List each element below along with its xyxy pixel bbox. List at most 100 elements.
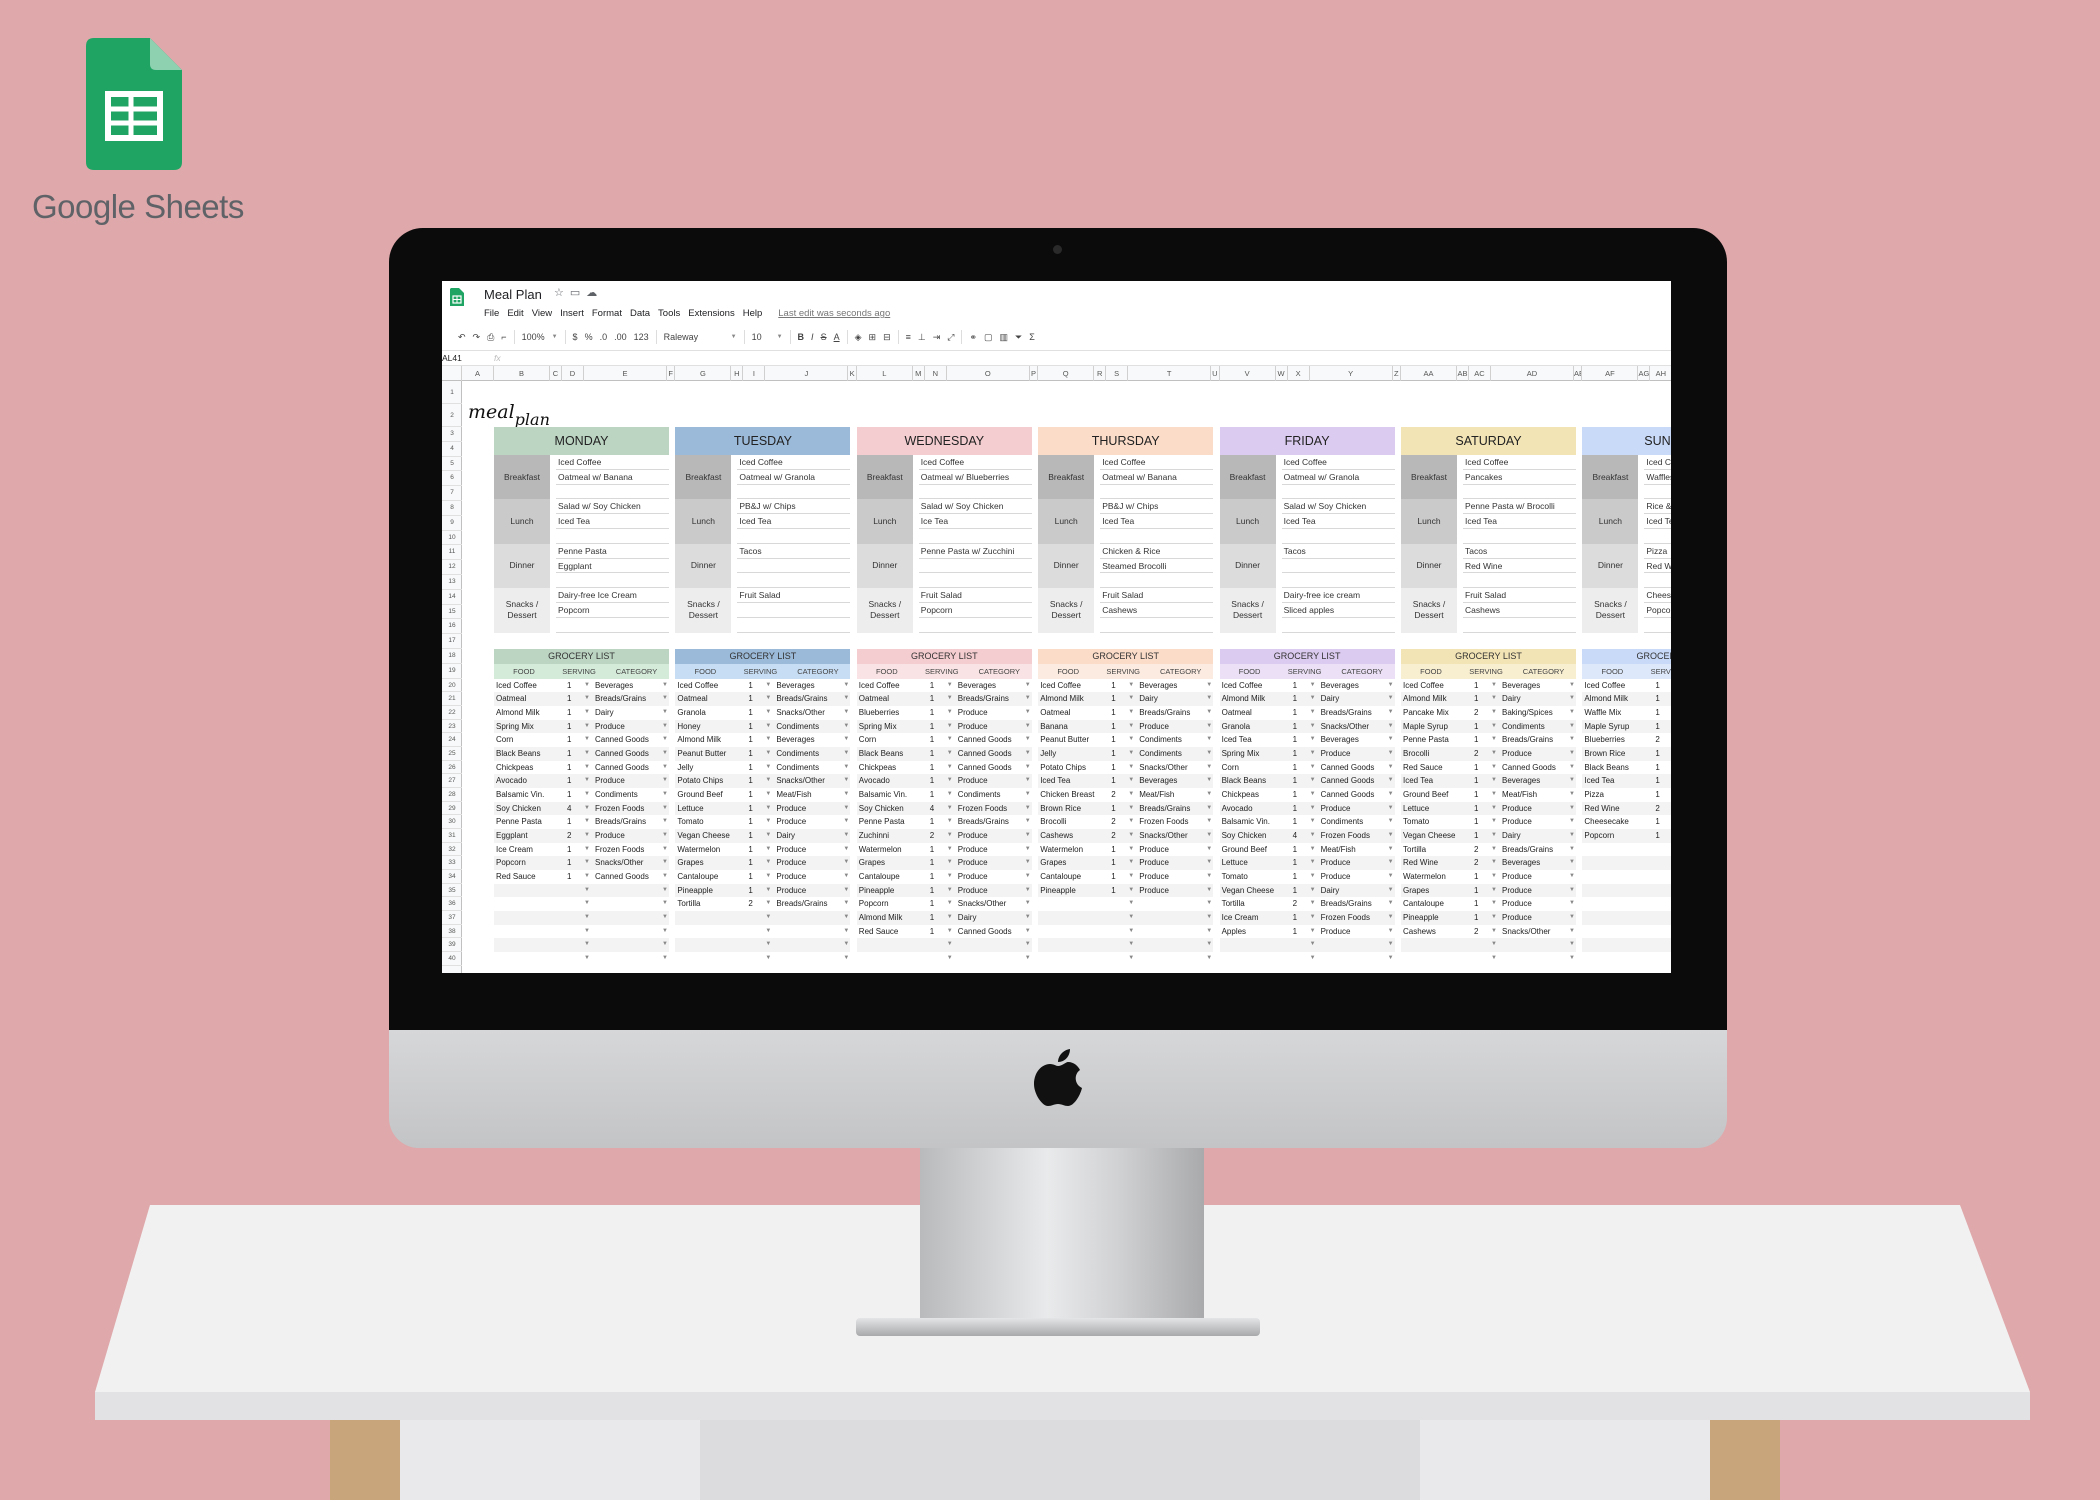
category-cell[interactable]: Breads/Grains [1139, 707, 1191, 717]
food-cell[interactable]: Ground Beef [1403, 789, 1449, 799]
meal-item-cell[interactable]: Tacos [737, 544, 851, 559]
dropdown-arrow-icon[interactable]: ▼ [1309, 804, 1316, 811]
category-cell[interactable]: Condiments [1502, 721, 1545, 731]
food-cell[interactable]: Chickpeas [1221, 789, 1259, 799]
serving-cell[interactable]: 1 [1292, 735, 1298, 745]
food-cell[interactable]: Blueberries [858, 707, 900, 717]
food-cell[interactable]: Oatmeal [1040, 707, 1071, 717]
row-header[interactable]: 22 [442, 706, 462, 720]
food-cell[interactable]: Avocado [858, 776, 890, 786]
meal-item-cell[interactable] [1100, 529, 1214, 544]
meal-item-cell[interactable]: Popcorn [556, 603, 669, 618]
category-cell[interactable]: Produce [776, 858, 807, 868]
dropdown-arrow-icon[interactable]: ▼ [1387, 831, 1394, 838]
serving-cell[interactable]: 4 [929, 803, 935, 813]
category-cell[interactable]: Beverages [1139, 776, 1178, 786]
dropdown-arrow-icon[interactable]: ▼ [1491, 886, 1497, 893]
category-cell[interactable]: Dairy [1139, 694, 1158, 704]
food-cell[interactable]: Red Wine [1584, 803, 1620, 813]
food-cell[interactable]: Iced Tea [1221, 735, 1252, 745]
meal-item-cell[interactable] [1100, 573, 1214, 589]
category-cell[interactable]: Produce [776, 803, 807, 813]
category-cell[interactable]: Dairy [1320, 885, 1340, 895]
serving-cell[interactable]: 1 [1655, 721, 1660, 731]
serving-cell[interactable]: 4 [567, 803, 572, 813]
dropdown-arrow-icon[interactable]: ▼ [662, 708, 668, 715]
dropdown-arrow-icon[interactable]: ▼ [584, 695, 590, 702]
dropdown-arrow-icon[interactable]: ▼ [1491, 859, 1497, 866]
food-cell[interactable]: Cantaloupe [1040, 871, 1082, 881]
dropdown-arrow-icon[interactable]: ▼ [1128, 695, 1135, 702]
meal-item-cell[interactable]: Penne Pasta [556, 544, 669, 559]
category-cell[interactable]: Produce [1502, 912, 1532, 922]
horizontal-align-icon[interactable]: ≡ [905, 332, 911, 342]
category-cell[interactable]: Produce [957, 707, 988, 717]
row-header[interactable]: 28 [442, 788, 462, 802]
dropdown-arrow-icon[interactable]: ▼ [1309, 913, 1316, 920]
dropdown-arrow-icon[interactable]: ▼ [1309, 845, 1316, 852]
meal-item-cell[interactable]: PB&J w/ Chips [1100, 499, 1214, 515]
menu-file[interactable]: File [484, 308, 500, 319]
category-cell[interactable]: Breads/Grains [1320, 899, 1372, 909]
dropdown-arrow-icon[interactable]: ▼ [765, 900, 772, 907]
dropdown-arrow-icon[interactable]: ▼ [662, 749, 668, 756]
dropdown-arrow-icon[interactable]: ▼ [584, 913, 590, 920]
dropdown-arrow-icon[interactable]: ▼ [584, 818, 590, 825]
row-header[interactable]: 4 [442, 442, 462, 457]
vertical-align-icon[interactable]: ⊥ [917, 331, 926, 342]
dropdown-arrow-icon[interactable]: ▼ [584, 708, 590, 715]
food-cell[interactable]: Soy Chicken [858, 803, 904, 813]
serving-cell[interactable]: 1 [1111, 885, 1116, 895]
food-cell[interactable]: Peanut Butter [677, 748, 727, 758]
dropdown-arrow-icon[interactable]: ▼ [843, 900, 850, 907]
dropdown-arrow-icon[interactable]: ▼ [1206, 831, 1213, 838]
serving-cell[interactable]: 2 [1111, 830, 1116, 840]
food-cell[interactable]: Soy Chicken [496, 803, 541, 813]
category-cell[interactable]: Condiments [776, 748, 820, 758]
food-cell[interactable]: Iced Tea [1403, 776, 1434, 786]
serving-cell[interactable]: 1 [1655, 694, 1660, 704]
food-cell[interactable]: Maple Syrup [1403, 721, 1448, 731]
dropdown-arrow-icon[interactable]: ▼ [843, 941, 850, 948]
dropdown-arrow-icon[interactable]: ▼ [1569, 804, 1575, 811]
meal-item-cell[interactable]: Penne Pasta w/ Brocolli [1463, 499, 1576, 515]
serving-cell[interactable]: 1 [929, 748, 935, 758]
serving-cell[interactable]: 1 [748, 885, 753, 895]
borders-icon[interactable]: ⊞ [868, 331, 877, 342]
food-cell[interactable]: Corn [858, 735, 877, 745]
row-header[interactable]: 24 [442, 733, 462, 747]
serving-cell[interactable]: 1 [1474, 817, 1479, 827]
food-cell[interactable]: Almond Milk [1584, 694, 1628, 704]
dropdown-arrow-icon[interactable]: ▼ [662, 681, 668, 688]
currency-button[interactable]: $ [572, 332, 578, 342]
dropdown-arrow-icon[interactable]: ▼ [1024, 818, 1031, 825]
food-cell[interactable]: Red Sauce [858, 926, 899, 936]
meal-item-cell[interactable] [1644, 529, 1671, 544]
insert-chart-icon[interactable]: ▥ [999, 331, 1009, 342]
category-cell[interactable]: Produce [957, 830, 988, 840]
row-header[interactable]: 1 [442, 381, 462, 404]
dropdown-arrow-icon[interactable]: ▼ [584, 777, 590, 784]
dropdown-arrow-icon[interactable]: ▼ [662, 722, 668, 729]
dropdown-arrow-icon[interactable]: ▼ [843, 913, 850, 920]
dropdown-arrow-icon[interactable]: ▼ [1024, 804, 1031, 811]
row-header[interactable]: 39 [442, 938, 462, 952]
dropdown-arrow-icon[interactable]: ▼ [843, 872, 850, 879]
meal-item-cell[interactable]: Iced Coffee [737, 455, 851, 470]
food-cell[interactable]: Corn [1221, 762, 1239, 772]
dropdown-arrow-icon[interactable]: ▼ [1387, 900, 1394, 907]
food-cell[interactable]: Iced Coffee [1584, 680, 1626, 690]
food-cell[interactable]: Almond Milk [1221, 694, 1266, 704]
meal-item-cell[interactable]: Oatmeal w/ Blueberries [918, 470, 1032, 485]
food-cell[interactable]: Oatmeal [858, 694, 890, 704]
dropdown-arrow-icon[interactable]: ▼ [1387, 941, 1394, 948]
dropdown-arrow-icon[interactable]: ▼ [1491, 900, 1497, 907]
paint-format-icon[interactable]: ⌐ [501, 332, 507, 342]
dropdown-arrow-icon[interactable]: ▼ [843, 722, 850, 729]
column-header[interactable]: AG [1638, 366, 1651, 381]
dropdown-arrow-icon[interactable]: ▼ [765, 695, 772, 702]
category-cell[interactable]: Condiments [1139, 735, 1182, 745]
dropdown-arrow-icon[interactable]: ▼ [1569, 708, 1575, 715]
category-cell[interactable]: Condiments [595, 789, 638, 799]
food-cell[interactable]: Lettuce [1403, 803, 1430, 813]
